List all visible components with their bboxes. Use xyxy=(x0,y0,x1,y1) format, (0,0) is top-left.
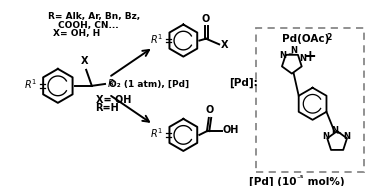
Text: N: N xyxy=(290,46,297,55)
Text: [Pd] (10: [Pd] (10 xyxy=(249,177,297,186)
Text: 2: 2 xyxy=(327,33,332,41)
Text: $R^1$: $R^1$ xyxy=(150,126,164,140)
Text: X: X xyxy=(81,56,88,66)
Text: =: = xyxy=(335,130,341,136)
Text: N: N xyxy=(279,51,286,60)
Text: Pd(OAc): Pd(OAc) xyxy=(282,34,330,44)
Text: N: N xyxy=(343,132,350,141)
Text: N: N xyxy=(332,126,339,135)
Text: +: + xyxy=(304,49,316,64)
Text: [Pd]:: [Pd]: xyxy=(229,78,258,88)
Text: X= OH, H: X= OH, H xyxy=(53,29,101,39)
Text: $R^1$: $R^1$ xyxy=(150,32,164,46)
Text: $R$: $R$ xyxy=(107,77,115,89)
Text: N: N xyxy=(322,132,329,141)
FancyBboxPatch shape xyxy=(256,28,364,172)
Text: mol%): mol%) xyxy=(304,177,345,186)
Text: X: X xyxy=(221,40,229,50)
Text: O₂ (1 atm), [Pd]: O₂ (1 atm), [Pd] xyxy=(109,79,189,89)
Text: N: N xyxy=(300,54,307,63)
Text: OH: OH xyxy=(223,125,239,135)
Text: R= Alk, Ar, Bn, Bz,: R= Alk, Ar, Bn, Bz, xyxy=(48,12,141,21)
Text: R=H: R=H xyxy=(96,103,119,113)
Text: O: O xyxy=(206,105,214,115)
Text: X= OH: X= OH xyxy=(96,95,131,105)
Text: O: O xyxy=(202,14,210,24)
Text: $R^1$: $R^1$ xyxy=(24,77,37,91)
Text: =: = xyxy=(287,52,293,58)
Text: ⁻⁵: ⁻⁵ xyxy=(297,174,304,183)
Text: COOH, CN...: COOH, CN... xyxy=(58,21,118,30)
